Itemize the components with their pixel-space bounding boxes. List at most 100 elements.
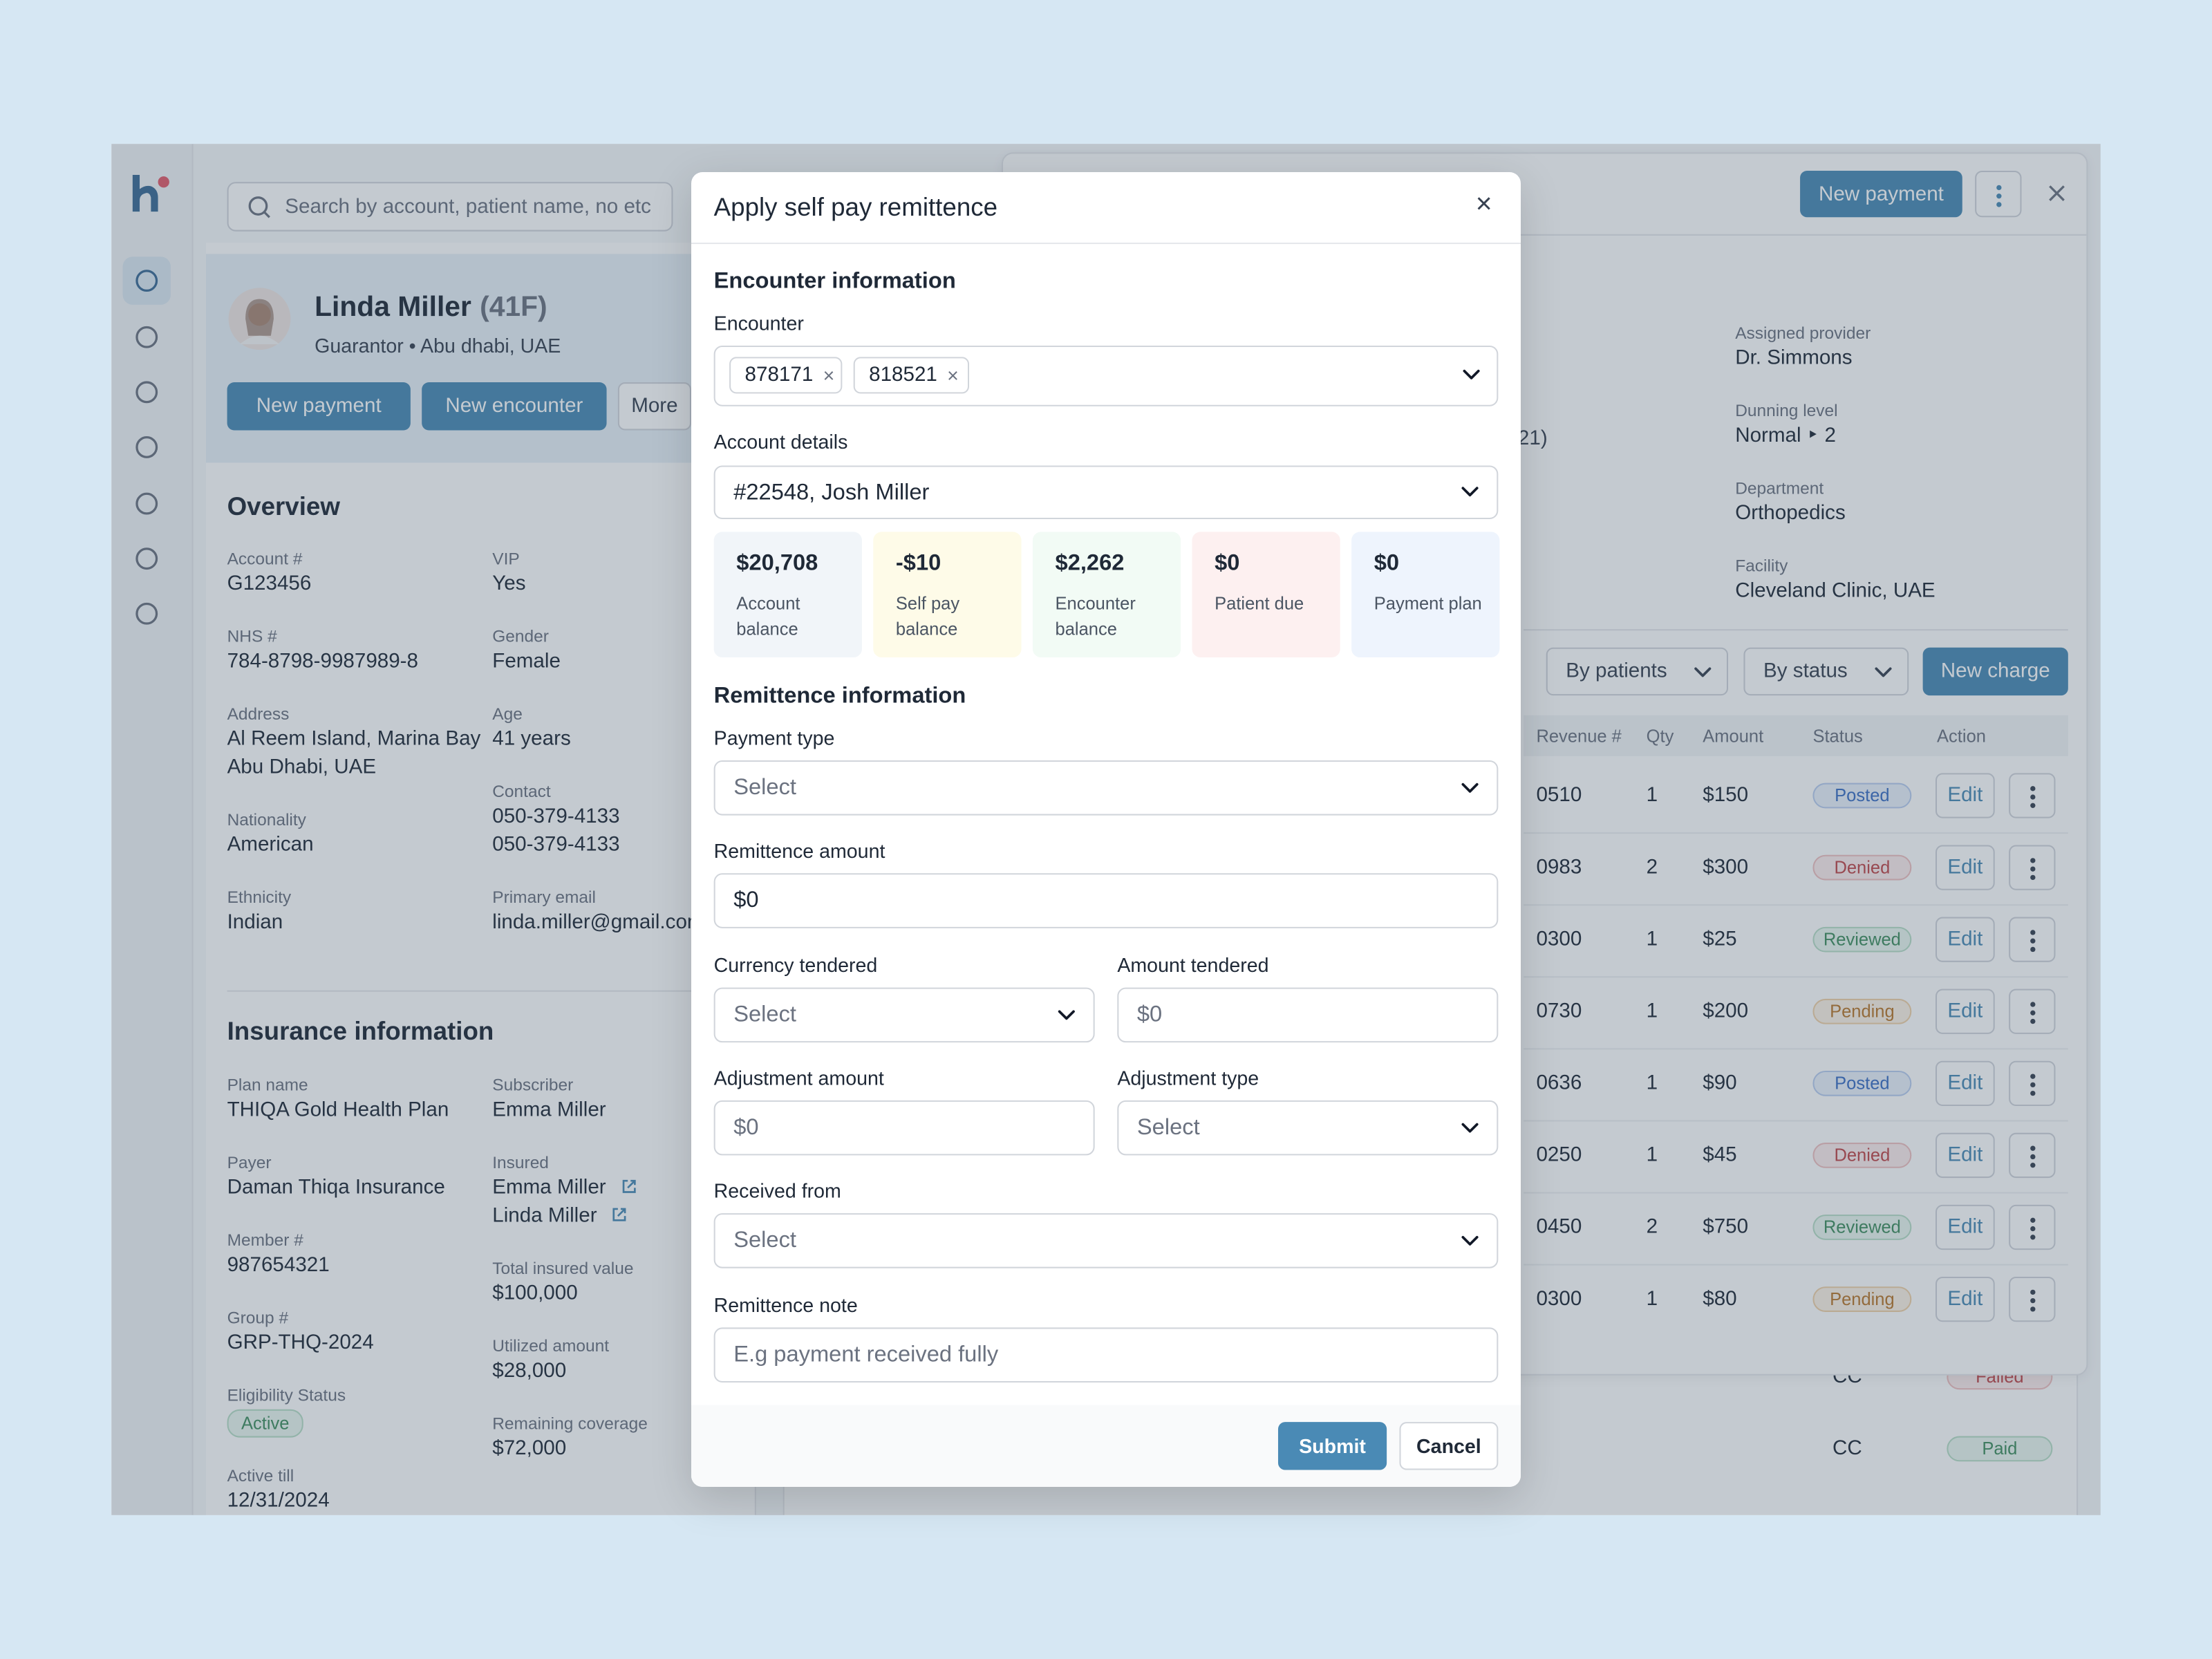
input-field[interactable]: E.g payment received fully: [713, 1327, 1499, 1382]
filter-dropdown[interactable]: By patients: [1546, 647, 1728, 696]
field-value: Orthopedics: [1735, 502, 1846, 525]
field-label: Eligibility Status: [227, 1385, 346, 1405]
field: Assigned provider Dr. Simmons: [1735, 321, 1989, 372]
new-payment-button[interactable]: New payment: [1800, 170, 1962, 218]
external-link[interactable]: [620, 1178, 637, 1194]
row-menu[interactable]: [2009, 773, 2056, 818]
field-column: Assigned provider Dr. Simmons Dunning leve…: [1735, 321, 1989, 632]
external-link[interactable]: [611, 1206, 628, 1223]
nav-icon[interactable]: [135, 270, 158, 292]
input-field[interactable]: $0: [1117, 987, 1499, 1043]
column-header: Status: [1812, 727, 1863, 747]
filter-label: By patients: [1566, 660, 1667, 683]
logo-dot: [158, 176, 169, 188]
modal-footer: [691, 1405, 1521, 1488]
field: NHS # 784-8798-9987989-8: [227, 625, 481, 675]
more-button[interactable]: [1975, 170, 2022, 218]
chevron: [1875, 667, 1892, 677]
dot: [2030, 1306, 2036, 1312]
nav-icon[interactable]: [135, 326, 158, 348]
field-label: Group #: [227, 1307, 289, 1328]
edit-button[interactable]: Edit: [1936, 917, 1995, 962]
nav-icon[interactable]: [135, 547, 158, 570]
field: Facility Cleveland Clinic, UAE: [1735, 554, 1989, 605]
nav-icon[interactable]: [135, 492, 158, 515]
field: Total insured value $100,000: [492, 1257, 746, 1307]
status-chip: Denied: [1812, 1143, 1912, 1168]
edit-button[interactable]: Edit: [1936, 1276, 1995, 1322]
nav-icon[interactable]: [135, 602, 158, 625]
patient-action[interactable]: New encounter: [422, 382, 607, 431]
select-field[interactable]: Select: [713, 1213, 1499, 1268]
edit-button[interactable]: Edit: [1936, 1204, 1995, 1250]
nav-icon[interactable]: [135, 436, 158, 459]
edit-button[interactable]: Edit: [1936, 988, 1995, 1034]
row-menu[interactable]: [2009, 1132, 2056, 1179]
patient-action[interactable]: More: [617, 382, 691, 431]
column-header: Qty: [1646, 727, 1674, 747]
cancel-button[interactable]: Cancel: [1399, 1422, 1499, 1470]
row-menu[interactable]: [2009, 845, 2056, 890]
field-value: $28,000: [492, 1360, 567, 1382]
chip-remove[interactable]: ×: [947, 364, 959, 387]
field-value: linda.miller@gmail.com: [492, 911, 704, 935]
search-icon: [248, 196, 270, 218]
balance-amount: $2,262: [1055, 551, 1125, 576]
patient-name: Linda Miller (41F): [315, 290, 547, 324]
edit-button[interactable]: Edit: [1936, 773, 1995, 818]
cell: 0300: [1536, 928, 1582, 951]
link-glyph: [621, 1179, 635, 1193]
row-divider: [1524, 1192, 2068, 1194]
balance-label: Patient due: [1215, 594, 1304, 614]
edit-button[interactable]: Edit: [1936, 845, 1995, 890]
cell: 0510: [1536, 784, 1582, 807]
field-value: THIQA Gold Health Plan: [227, 1098, 449, 1122]
field-label: Adjustment amount: [713, 1066, 884, 1089]
row-menu[interactable]: [2009, 988, 2056, 1034]
row-menu[interactable]: [2009, 917, 2056, 962]
dot: [2030, 1154, 2036, 1160]
row-menu[interactable]: [2009, 1276, 2056, 1322]
input-value: E.g payment received fully: [733, 1342, 999, 1367]
field: Member # 987654321: [227, 1229, 481, 1280]
dot: [2030, 1082, 2036, 1088]
submit-button[interactable]: Submit: [1277, 1422, 1387, 1470]
row-menu[interactable]: [2009, 1060, 2056, 1106]
encounter-select[interactable]: 878171 × 818521 ×: [713, 346, 1499, 406]
logo-mark: [132, 175, 158, 212]
filter-dropdown[interactable]: By status: [1743, 647, 1909, 696]
select-placeholder: Select: [733, 776, 796, 800]
close-button[interactable]: ×: [1475, 189, 1492, 221]
chip-text: 878171: [744, 364, 814, 387]
edit-button[interactable]: Edit: [1936, 1132, 1995, 1179]
input-value: $0: [1136, 1003, 1163, 1027]
select-field[interactable]: Select: [713, 987, 1095, 1043]
chip-remove[interactable]: ×: [823, 364, 835, 387]
dot: [2030, 930, 2036, 935]
dot: [1996, 202, 2002, 207]
nav-icon[interactable]: [135, 381, 158, 404]
input-field[interactable]: $0: [713, 873, 1499, 928]
status-chip: Pending: [1812, 1286, 1912, 1312]
account-select[interactable]: #22548, Josh Miller: [713, 465, 1499, 520]
kebab-icon: [2030, 1289, 2036, 1312]
select-field[interactable]: Select: [1117, 1100, 1499, 1156]
kebab-icon: [2030, 1074, 2036, 1096]
patient-action[interactable]: New payment: [227, 382, 411, 431]
panel-close[interactable]: [2048, 185, 2065, 201]
new-charge-button[interactable]: New charge: [1922, 647, 2068, 696]
row-divider: [1524, 1048, 2068, 1050]
nav-glyph: [135, 436, 158, 458]
search-box[interactable]: Search by account, patient name, no etc: [227, 182, 673, 232]
input-field[interactable]: $0: [713, 1100, 1095, 1156]
select-field[interactable]: Select: [713, 760, 1499, 816]
row-menu[interactable]: [2009, 1204, 2056, 1250]
chevron-icon: [1461, 782, 1479, 793]
dot: [2030, 946, 2036, 953]
edit-button[interactable]: Edit: [1936, 1060, 1995, 1106]
nav-active: [122, 256, 171, 305]
section-title: Encounter information: [713, 269, 956, 294]
field-value: Daman Thiqa Insurance: [227, 1177, 445, 1199]
field: VIP Yes: [492, 547, 746, 598]
